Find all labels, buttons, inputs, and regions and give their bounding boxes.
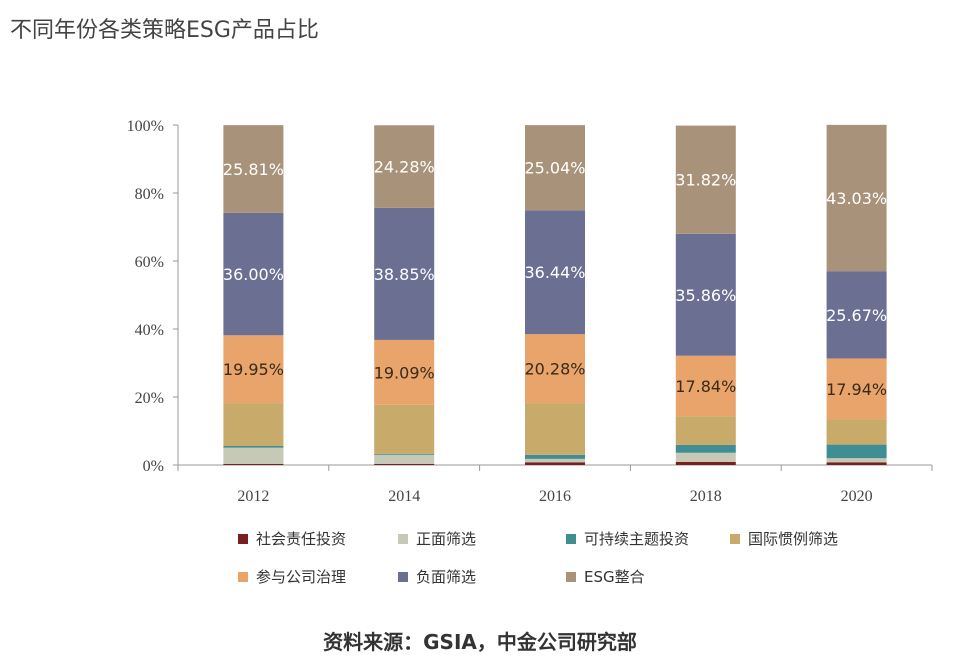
data-label: 36.00% xyxy=(223,265,284,284)
data-label: 19.09% xyxy=(374,363,435,382)
y-tick-label: 0% xyxy=(143,458,164,475)
data-label: 36.44% xyxy=(524,263,585,282)
data-label: 20.28% xyxy=(524,360,585,379)
y-tick-label: 60% xyxy=(135,254,164,271)
legend-item: 参与公司治理 xyxy=(238,566,346,587)
data-label: 19.95% xyxy=(223,360,284,379)
bar-segment xyxy=(826,358,887,420)
bar-segment xyxy=(826,124,887,272)
bar-segment xyxy=(374,454,435,464)
bar-segment xyxy=(826,462,887,465)
bar-segment xyxy=(374,207,435,340)
y-tick-label: 80% xyxy=(135,186,164,203)
legend-label: 可持续主题投资 xyxy=(584,530,690,548)
data-label: 25.81% xyxy=(223,160,284,179)
bar-segment xyxy=(374,339,435,405)
bar-segment xyxy=(525,454,585,459)
legend-label: 参与公司治理 xyxy=(256,568,347,586)
data-label: 35.86% xyxy=(675,286,736,305)
bar-segment xyxy=(675,233,736,356)
bar-segment xyxy=(675,416,736,445)
legend-item: 国际惯例筛选 xyxy=(730,528,838,549)
bar-segment xyxy=(525,462,585,465)
bar-segment xyxy=(826,458,887,463)
legend-label: 正面筛选 xyxy=(416,530,477,548)
legend-item: 可持续主题投资 xyxy=(566,528,689,549)
legend-item: 社会责任投资 xyxy=(238,528,346,549)
legend-label: 国际惯例筛选 xyxy=(748,530,839,548)
x-tick-label: 2014 xyxy=(388,488,420,505)
legend-swatch xyxy=(398,533,408,544)
bar-segment xyxy=(826,444,887,459)
bar-segment xyxy=(826,419,887,445)
data-label: 38.85% xyxy=(374,265,435,284)
legend-label: ESG整合 xyxy=(584,568,645,586)
bar-segment xyxy=(374,404,435,454)
legend-item: ESG整合 xyxy=(566,566,645,587)
data-label: 43.03% xyxy=(826,189,887,208)
legend-swatch xyxy=(566,571,576,582)
data-label: 24.28% xyxy=(374,158,435,177)
bar-segment xyxy=(675,355,736,417)
bar-segment xyxy=(223,212,284,336)
legend-swatch xyxy=(238,533,248,544)
y-tick-label: 40% xyxy=(135,322,164,339)
legend-swatch xyxy=(566,533,576,544)
stacked-bar-chart: 0% 20% 40% 60% 80% 100% 19.95% 36.00% 25.81% 2012… xyxy=(127,118,933,505)
bar-segment xyxy=(675,444,736,453)
bar-segment xyxy=(223,335,284,404)
chart-title: 不同年份各类策略ESG产品占比 xyxy=(10,18,319,43)
data-label: 25.04% xyxy=(524,159,585,178)
bar-segment xyxy=(374,463,435,465)
y-tick-label: 100% xyxy=(127,118,164,135)
x-tick-label: 2012 xyxy=(237,488,269,505)
legend-item: 负面筛选 xyxy=(398,566,476,587)
x-tick-label: 2020 xyxy=(841,488,873,505)
data-label: 25.67% xyxy=(826,306,887,325)
bar-segment xyxy=(525,125,585,211)
x-tick-label: 2018 xyxy=(690,488,722,505)
bar-segment xyxy=(675,452,736,462)
bar-segment xyxy=(525,334,585,404)
data-label: 31.82% xyxy=(675,171,736,190)
legend-label: 社会责任投资 xyxy=(256,530,347,548)
bar-segment xyxy=(223,125,284,213)
bar-segment xyxy=(374,125,435,208)
y-tick-label: 20% xyxy=(135,390,164,407)
bar-segment xyxy=(675,461,736,465)
bar-segment xyxy=(525,210,585,335)
bar-segment xyxy=(525,458,585,463)
legend-label: 负面筛选 xyxy=(416,568,477,586)
bar-segment xyxy=(826,271,887,359)
source-note: 资料来源：GSIA，中金公司研究部 xyxy=(323,630,637,654)
legend-swatch xyxy=(238,571,248,582)
bar-segment xyxy=(374,453,435,455)
legend-item: 正面筛选 xyxy=(398,528,476,549)
data-label: 17.84% xyxy=(675,377,736,396)
bar-segment xyxy=(223,403,284,446)
bar-segment xyxy=(223,447,284,464)
bar-segment xyxy=(675,125,736,234)
legend-swatch xyxy=(398,571,408,582)
x-tick-label: 2016 xyxy=(539,488,571,505)
data-label: 17.94% xyxy=(826,380,887,399)
bar-segment xyxy=(525,403,585,455)
bar-segment xyxy=(223,463,284,465)
bar-segment xyxy=(223,445,284,448)
legend-swatch xyxy=(730,533,740,544)
